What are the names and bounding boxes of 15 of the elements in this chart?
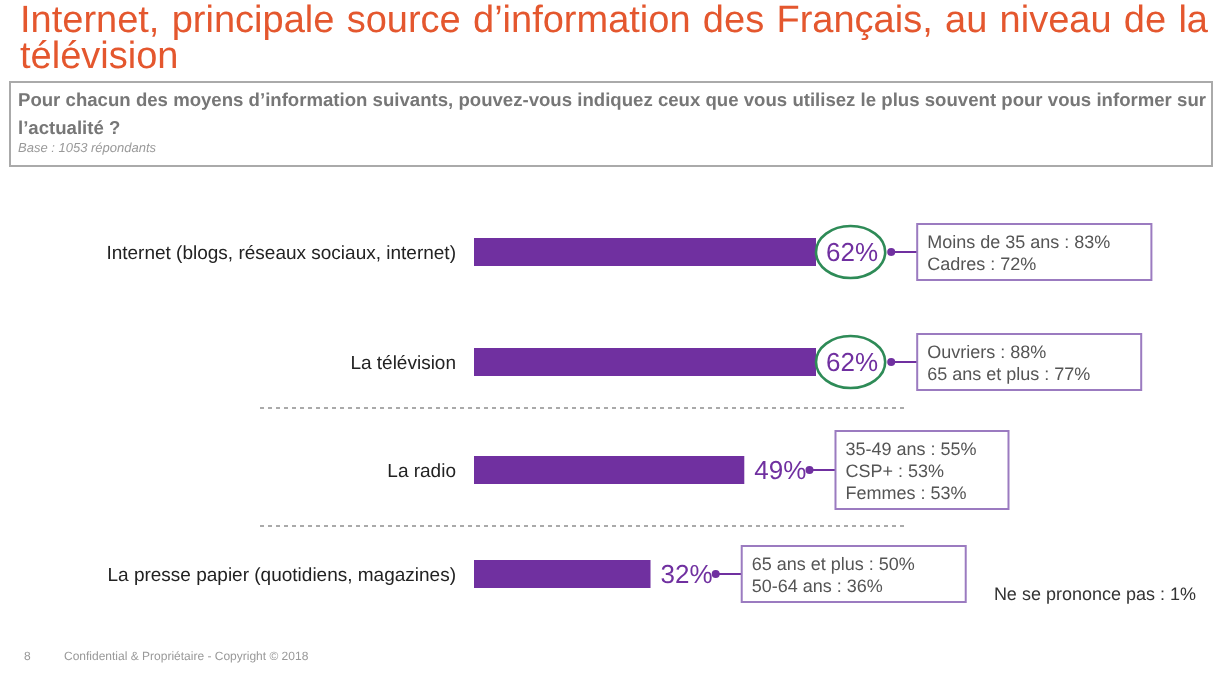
data-label: 62% [826, 237, 879, 268]
data-label: 62% [826, 347, 879, 378]
text: Ouvriers : 88% 65 ans et plus : 77% [927, 342, 1091, 384]
data-label: 32% [660, 559, 714, 590]
y-tick-label: Internet (blogs, réseaux sociaux, internet) [106, 242, 456, 265]
chart-subtitle: Pour chacun des moyens d’information suivants, pouvez-vous indiquez ceux que vous utilisez le plus souvent pour vous informer sur l’actualité ? [18, 88, 1206, 142]
data-label: 49% [754, 455, 808, 486]
y-tick-label: La presse papier (quotidiens, magazines) [107, 564, 456, 587]
y-tick-label: La radio [387, 460, 456, 483]
annotation: 65 ans et plus : 50% 50-64 ans : 36% [751, 554, 915, 596]
text: Moins de 35 ans : 83% Cadres : 72% [927, 232, 1111, 274]
y-tick-label: La télévision [350, 352, 456, 375]
text: Ne se prononce pas : 1% [993, 584, 1196, 604]
chart-title: Internet, principale source d’information des Français, au niveau de la télévision [20, 0, 1208, 78]
text: 35-49 ans : 55% CSP+ : 53% Femmes : 53% [845, 439, 977, 503]
